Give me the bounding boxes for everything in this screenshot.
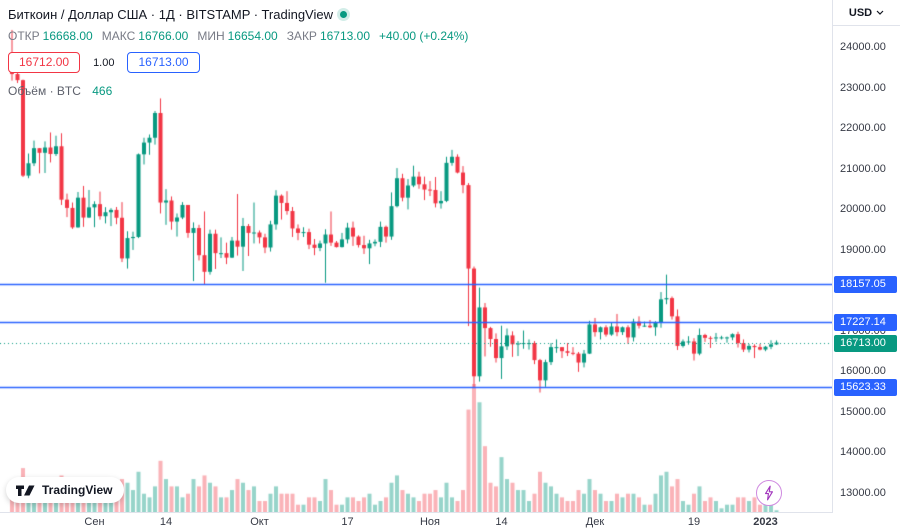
time-tick: 17: [341, 516, 354, 528]
time-tick: 14: [495, 516, 508, 528]
price-tick: 16000.00: [840, 365, 886, 378]
candlestick-chart[interactable]: [0, 0, 832, 512]
price-line-label: 18157.05: [834, 276, 897, 294]
time-tick: 19: [687, 516, 701, 528]
lightning-icon: [762, 485, 776, 501]
high-value: 16766.00: [138, 29, 189, 43]
time-axis[interactable]: Сен 14 Окт 17 Ноя 14 Дек 19 2023: [0, 513, 832, 532]
low-value: 16654.00: [227, 29, 278, 43]
time-tick: Окт: [250, 516, 269, 528]
quantity-value[interactable]: 1.00: [93, 56, 115, 69]
tradingview-logo-icon: [15, 484, 36, 497]
price-tick: 19000.00: [840, 243, 886, 256]
price-tick: 14000.00: [840, 446, 886, 459]
boost-lightning-button[interactable]: [756, 480, 782, 506]
symbol-title-row[interactable]: Биткоин / Доллар США · 1Д · BITSTAMP · T…: [8, 7, 477, 22]
time-tick: Ноя: [419, 516, 441, 528]
last-price-label: 16713.00: [834, 334, 897, 352]
sell-button[interactable]: 16712.00: [8, 52, 81, 73]
chevron-down-icon: [876, 10, 884, 15]
close-value: 16713.00: [319, 29, 370, 43]
price-tick: 21000.00: [840, 162, 886, 175]
tradingview-logo-text: TradingView: [42, 483, 113, 497]
price-tick: 23000.00: [840, 81, 886, 94]
time-tick: 2023: [753, 516, 778, 528]
price-tick: 20000.00: [840, 203, 886, 216]
open-value: 16668.00: [42, 29, 93, 43]
price-tick: 15000.00: [840, 405, 886, 418]
time-tick: Дек: [585, 516, 605, 528]
currency-dropdown[interactable]: USD: [833, 0, 900, 26]
price-tick: 22000.00: [840, 122, 886, 135]
price-tick: 13000.00: [840, 486, 886, 499]
price-axis-labels: 24000.00 23000.00 22000.00 21000.00 20000.00…: [833, 0, 900, 512]
trade-buttons-row: 16712.00 1.00 16713.00: [8, 52, 477, 73]
volume-indicator-label[interactable]: Объём · BTC: [8, 84, 81, 98]
chart-legend: Биткоин / Доллар США · 1Д · BITSTAMP · T…: [8, 7, 477, 98]
price-line-label: 17227.14: [834, 313, 897, 331]
close-label: ЗАКР: [286, 29, 317, 43]
tradingview-logo[interactable]: TradingView: [6, 477, 125, 503]
price-tick: 24000.00: [840, 41, 886, 54]
open-label: ОТКР: [8, 29, 40, 43]
currency-label: USD: [848, 6, 873, 19]
volume-value: 466: [92, 84, 113, 98]
symbol-title[interactable]: Биткоин / Доллар США · 1Д · BITSTAMP · T…: [8, 7, 333, 22]
market-open-dot-icon: [340, 11, 347, 18]
time-tick: Сен: [84, 516, 105, 528]
low-label: МИН: [197, 29, 225, 43]
high-label: МАКС: [101, 29, 136, 43]
price-axis[interactable]: 24000.00 23000.00 22000.00 21000.00 20000.00…: [833, 0, 900, 512]
price-line-label: 15623.33: [834, 378, 897, 396]
chart-pane[interactable]: Биткоин / Доллар США · 1Д · BITSTAMP · T…: [0, 0, 833, 513]
ohlc-legend: ОТКР 16668.00 МАКС 16766.00 МИН 16654.00 ЗАКР 1…: [8, 29, 477, 43]
time-tick: 14: [159, 516, 173, 528]
change-value: +40.00 (+0.24%): [379, 29, 469, 43]
buy-button[interactable]: 16713.00: [127, 52, 200, 73]
volume-legend-row: Объём · BTC 466: [8, 84, 477, 98]
